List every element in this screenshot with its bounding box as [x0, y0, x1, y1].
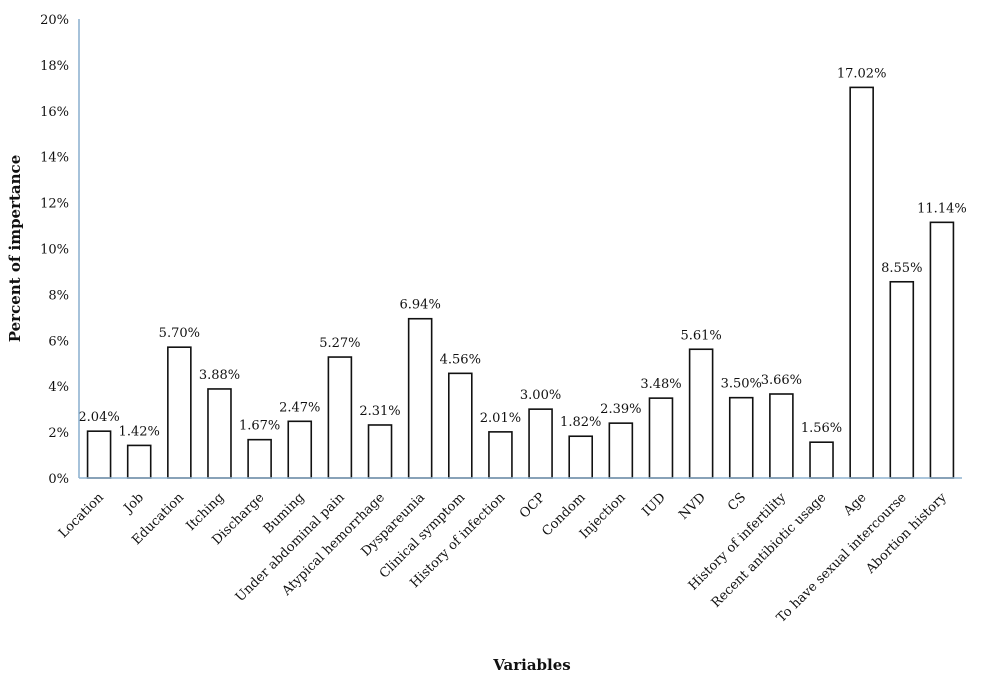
bar	[608, 422, 634, 479]
y-tick-label: 8%	[48, 288, 69, 303]
data-label: 3.50%	[721, 377, 762, 392]
x-axis-title: Variables	[492, 656, 570, 674]
data-label: 2.01%	[480, 411, 521, 426]
bar	[207, 388, 232, 479]
y-tick-label: 18%	[40, 59, 69, 74]
bar	[648, 397, 674, 479]
y-tick-label: 16%	[40, 105, 69, 120]
data-label: 3.66%	[761, 373, 802, 388]
bar	[688, 348, 714, 479]
y-tick-label: 12%	[40, 197, 69, 212]
bar	[287, 420, 313, 479]
bar	[447, 372, 473, 479]
y-axis-ticks: 0% 2% 4% 6% 8% 10% 12% 14% 16% 18% 20%	[40, 13, 69, 487]
data-label: 1.82%	[560, 415, 601, 430]
bar	[728, 396, 754, 479]
y-tick-label: 6%	[48, 334, 69, 349]
data-label: 5.61%	[680, 328, 721, 343]
data-label: 11.14%	[917, 201, 967, 216]
data-label: 17.02%	[837, 66, 887, 81]
data-label: 2.04%	[78, 410, 119, 425]
data-label: 2.39%	[600, 402, 641, 417]
data-label: 8.55%	[881, 261, 922, 276]
x-tick-label: NVD	[676, 490, 709, 523]
bar	[407, 317, 433, 479]
x-axis-ticks: Location JobEducationItchingDischargeBumi…	[56, 490, 950, 626]
x-tick-label: OCP	[517, 490, 549, 522]
data-label: 1.67%	[239, 419, 280, 434]
y-axis-title: Percent of impertance	[6, 155, 24, 342]
x-tick-label: CS	[725, 490, 749, 514]
bar	[528, 408, 553, 479]
y-tick-label: 10%	[40, 243, 69, 258]
bar	[929, 221, 955, 479]
data-label: 3.00%	[520, 388, 561, 403]
bar	[568, 435, 594, 479]
x-tick-label: Location	[56, 490, 107, 541]
y-tick-label: 20%	[40, 13, 69, 28]
data-label: 4.56%	[440, 352, 481, 367]
bar	[849, 86, 874, 479]
bar	[167, 346, 192, 479]
y-tick-label: 4%	[48, 380, 69, 395]
data-label: 5.70%	[159, 326, 200, 341]
bar	[889, 280, 915, 479]
bar	[126, 444, 152, 479]
bar	[488, 431, 513, 479]
y-tick-label: 0%	[48, 472, 69, 487]
data-label: 5.27%	[319, 336, 360, 351]
x-tick-label: Age	[840, 490, 869, 519]
bar	[367, 424, 393, 479]
data-label: 2.31%	[359, 404, 400, 419]
data-label: 3.88%	[199, 368, 240, 383]
bar	[247, 438, 272, 479]
bar	[769, 393, 794, 479]
bars	[86, 86, 955, 479]
data-label: 6.94%	[400, 298, 441, 313]
data-label: 2.47%	[279, 400, 320, 415]
x-tick-label: Job	[120, 490, 147, 517]
x-tick-label: IUD	[639, 490, 668, 519]
y-tick-label: 14%	[40, 151, 69, 166]
y-tick-label: 2%	[48, 426, 69, 441]
data-label: 1.56%	[801, 421, 842, 436]
data-label: 3.48%	[640, 377, 681, 392]
bar	[809, 441, 834, 479]
bar	[327, 356, 353, 479]
bar	[86, 430, 112, 479]
data-labels: 2.04%1.42% 5.70% 3.88% 1.67% 2.47% 5.27% 2.31%…	[78, 66, 966, 439]
data-label: 1.42%	[119, 424, 160, 439]
